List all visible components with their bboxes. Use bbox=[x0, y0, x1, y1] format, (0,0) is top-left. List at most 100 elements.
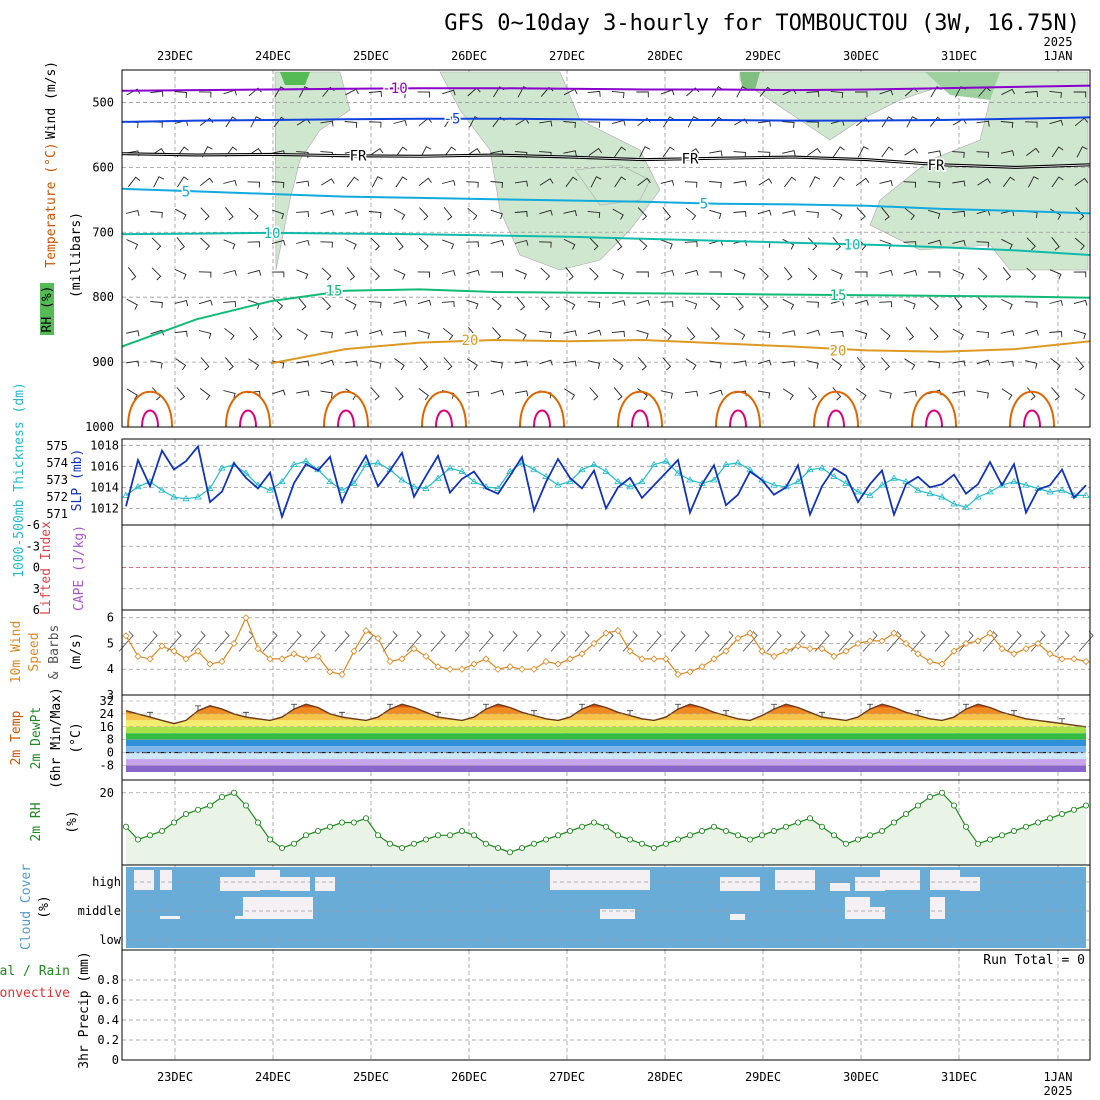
wind-barb bbox=[807, 267, 818, 281]
surface-wind-barb bbox=[934, 631, 950, 652]
wind-barb bbox=[1049, 269, 1062, 280]
rh-2m-point bbox=[782, 823, 790, 830]
cloud-patch bbox=[960, 877, 980, 891]
wind-barb bbox=[855, 91, 868, 98]
surface-wind-barb bbox=[910, 631, 926, 652]
wind-barb bbox=[952, 390, 966, 397]
wind-barb bbox=[223, 239, 236, 250]
rh-shading bbox=[274, 71, 351, 271]
wind-barb bbox=[466, 299, 479, 310]
wind-speed-point bbox=[890, 629, 898, 637]
wind-barb bbox=[903, 390, 917, 397]
wind-speed-point bbox=[530, 665, 538, 673]
wind-barb bbox=[490, 389, 505, 396]
temp-units-axis-label: (°C) bbox=[69, 722, 84, 753]
rh-2m-point bbox=[938, 789, 946, 796]
wind-barb bbox=[320, 120, 334, 127]
wind-barb bbox=[687, 116, 699, 128]
temp-minmax-marker bbox=[1059, 718, 1065, 724]
slp-tick-label: 1012 bbox=[90, 501, 119, 515]
wind-barb bbox=[880, 357, 890, 371]
rh-2m-point bbox=[662, 840, 670, 847]
wind-speed-point bbox=[254, 645, 262, 653]
wind-barb bbox=[442, 89, 456, 96]
thickness-point bbox=[326, 477, 334, 485]
thickness-point bbox=[266, 486, 274, 493]
wind-barb bbox=[587, 121, 601, 128]
thickness-point bbox=[926, 489, 934, 497]
wind-barb bbox=[806, 360, 819, 369]
rh-2m-point bbox=[122, 823, 130, 830]
thickness-point bbox=[410, 483, 418, 490]
wind-speed-point bbox=[338, 670, 346, 678]
rh-2m-point bbox=[518, 844, 526, 852]
rh-2m-point bbox=[1034, 819, 1042, 826]
date-label-top: 23DEC bbox=[157, 49, 193, 63]
temp-minmax-marker bbox=[291, 703, 297, 710]
wind-barb bbox=[153, 176, 165, 188]
wind-barb bbox=[1049, 331, 1063, 337]
wind-barb bbox=[1001, 88, 1016, 96]
rh-2m-point bbox=[134, 836, 142, 843]
wind-barb bbox=[1049, 119, 1064, 126]
wind-speed-point bbox=[758, 647, 766, 655]
surface-wind-barb bbox=[670, 631, 686, 652]
thickness-point bbox=[986, 488, 994, 495]
wind-speed-point bbox=[998, 645, 1006, 653]
wind-barb bbox=[952, 328, 965, 340]
wind-speed-point bbox=[434, 663, 442, 671]
wind-barb bbox=[636, 329, 649, 340]
surface-wind-barb bbox=[118, 631, 134, 652]
thickness-point bbox=[434, 474, 442, 481]
wind-barb bbox=[417, 271, 431, 278]
lifted-index-tick-label: 3 bbox=[33, 582, 40, 596]
rh-2m-point bbox=[686, 832, 694, 839]
wind-barb bbox=[249, 327, 258, 341]
thickness-point bbox=[566, 477, 574, 485]
wind-barb bbox=[614, 176, 627, 188]
wind-barb bbox=[1051, 146, 1064, 158]
millibars-axis-label: (millibars) bbox=[69, 212, 84, 298]
cloud-patch bbox=[845, 897, 870, 919]
barbs-axis-label: & Barbs bbox=[47, 625, 62, 680]
wind-barb bbox=[395, 387, 404, 401]
date-label-top: 29DEC bbox=[745, 49, 781, 63]
wind-barb bbox=[248, 358, 260, 371]
wind-barb bbox=[709, 209, 722, 220]
temp-band bbox=[126, 752, 1086, 760]
rh-2m-point bbox=[1046, 815, 1054, 822]
wind-barb bbox=[443, 207, 453, 221]
wind-barb bbox=[321, 178, 335, 186]
wind-barb bbox=[734, 328, 746, 340]
wind-barb bbox=[492, 327, 502, 341]
temp-tick-label: 24 bbox=[100, 707, 114, 721]
wind-barb bbox=[709, 271, 722, 278]
wind-barb bbox=[296, 239, 310, 246]
wind-speed-point bbox=[650, 655, 658, 663]
thickness-point bbox=[1058, 486, 1066, 493]
surface-wind-barb bbox=[478, 631, 494, 652]
temp-minmax-marker bbox=[387, 703, 393, 710]
wind-barb bbox=[638, 357, 647, 371]
thickness-point bbox=[734, 459, 742, 466]
rh-2m-point bbox=[878, 827, 886, 835]
wind-barb bbox=[830, 300, 845, 306]
wind-barb bbox=[1002, 176, 1015, 188]
rh-2m-point bbox=[590, 819, 598, 826]
cloud-patch bbox=[720, 877, 760, 891]
panel-frame-upper_air bbox=[121, 69, 1091, 428]
wind-speed-point bbox=[290, 650, 298, 658]
wind-barb bbox=[565, 267, 574, 281]
thickness-point bbox=[458, 467, 466, 474]
temp-contour--5 bbox=[121, 116, 1091, 123]
temp-contour-10 bbox=[121, 231, 1091, 256]
thickness-tick-label: 573 bbox=[46, 473, 68, 487]
wind-barb bbox=[929, 297, 940, 311]
wind-speed-point bbox=[902, 639, 910, 648]
warm-contour-25 bbox=[813, 390, 859, 428]
thickness-point bbox=[866, 491, 874, 498]
thickness-point bbox=[278, 477, 286, 485]
wind-barb bbox=[1049, 90, 1062, 99]
rh-2m-point bbox=[338, 819, 346, 826]
wind-barb bbox=[368, 121, 382, 128]
